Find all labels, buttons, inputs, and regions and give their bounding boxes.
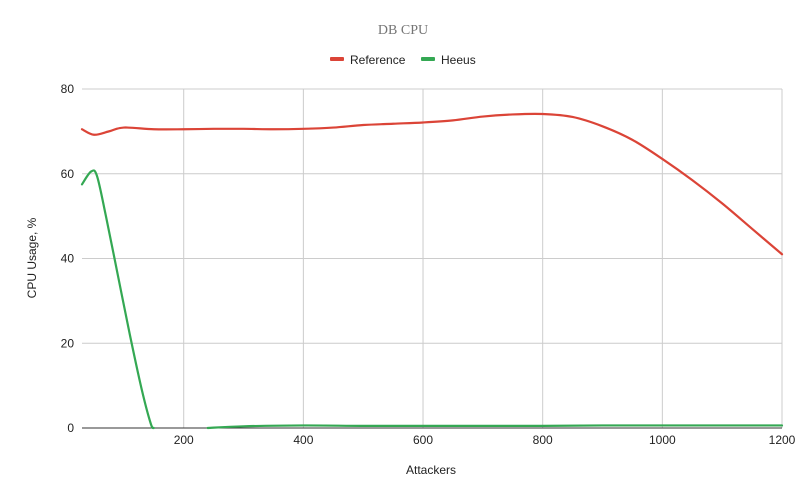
x-tick-label: 600 bbox=[413, 433, 433, 447]
chart-title: DB CPU bbox=[378, 23, 428, 38]
legend-label-reference: Reference bbox=[350, 53, 406, 67]
y-tick-label: 0 bbox=[67, 421, 74, 435]
legend[interactable]: Reference Heeus bbox=[330, 53, 476, 67]
x-tick-label: 1000 bbox=[649, 433, 676, 447]
x-axis-label: Attackers bbox=[406, 463, 456, 477]
y-tick-label: 60 bbox=[61, 167, 75, 181]
series-line-heeus-1 bbox=[80, 169, 155, 430]
grid bbox=[82, 88, 783, 429]
y-axis-label: CPU Usage, % bbox=[25, 217, 39, 298]
x-tick-label: 400 bbox=[293, 433, 313, 447]
series-line-reference-0 bbox=[80, 112, 784, 256]
series-lines bbox=[80, 112, 784, 430]
x-axis-ticks: 200 400 600 800 1000 1200 bbox=[174, 433, 796, 447]
y-tick-label: 40 bbox=[61, 252, 75, 266]
y-tick-label: 80 bbox=[61, 82, 75, 96]
x-tick-label: 200 bbox=[174, 433, 194, 447]
legend-swatch-heeus bbox=[421, 57, 435, 61]
series-line-heeus-2 bbox=[206, 424, 784, 430]
x-tick-label: 800 bbox=[533, 433, 553, 447]
legend-swatch-reference bbox=[330, 57, 344, 61]
y-tick-label: 20 bbox=[61, 336, 75, 350]
x-tick-label: 1200 bbox=[769, 433, 796, 447]
y-axis-ticks: 0 20 40 60 80 bbox=[61, 82, 75, 435]
legend-label-heeus: Heeus bbox=[441, 53, 476, 67]
